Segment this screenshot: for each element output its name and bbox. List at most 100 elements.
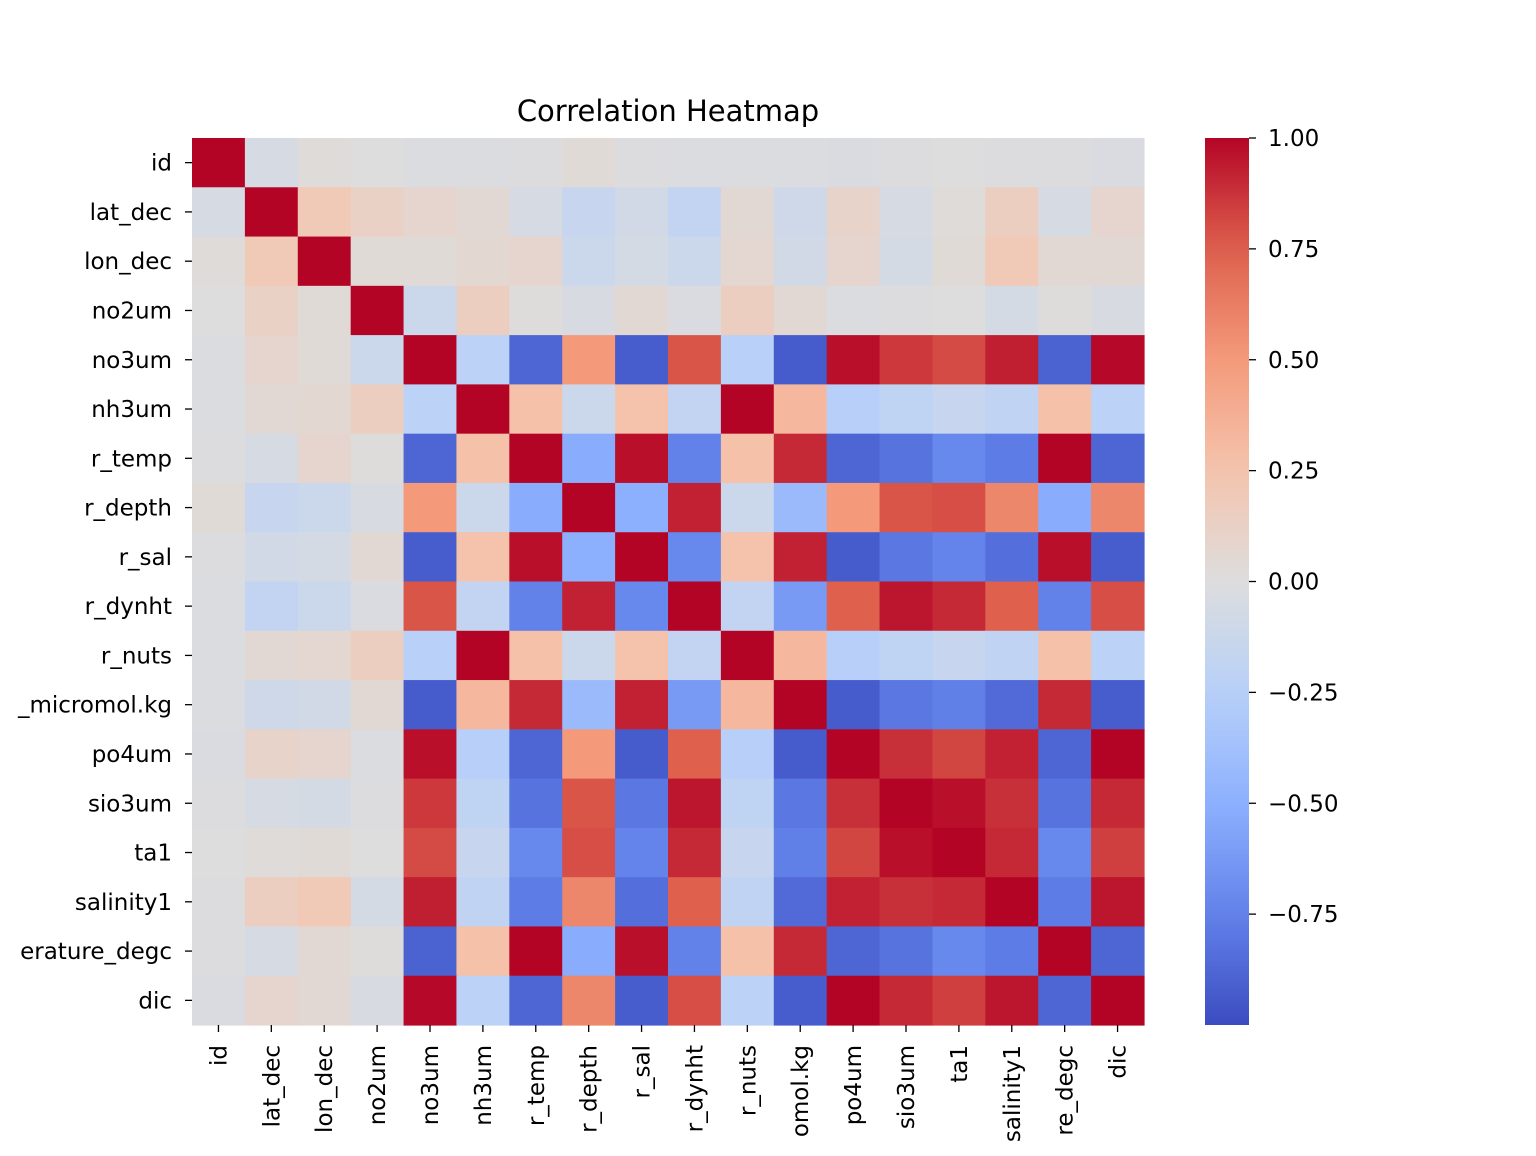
heatmap-cell <box>932 778 986 829</box>
heatmap-cell <box>879 236 934 287</box>
heatmap-cell <box>615 926 669 977</box>
heatmap-cell <box>1038 236 1092 287</box>
heatmap-cell <box>1038 285 1092 336</box>
heatmap-cell <box>297 680 352 730</box>
colorbar-tick-label: −0.50 <box>1268 791 1338 817</box>
heatmap-cell <box>826 877 881 928</box>
heatmap-cell <box>879 877 934 928</box>
heatmap-cell <box>244 630 299 681</box>
heatmap-cell <box>668 433 722 484</box>
colorbar-tick-label: 0.50 <box>1268 348 1319 374</box>
colorbar-tick-label: −0.25 <box>1268 680 1338 706</box>
heatmap-cell <box>456 285 510 336</box>
heatmap-cell <box>773 187 828 238</box>
heatmap-cell <box>826 581 881 632</box>
heatmap-cell <box>826 433 881 484</box>
heatmap-cell <box>350 384 405 435</box>
heatmap-cell <box>192 581 246 632</box>
heatmap-cell <box>509 285 563 336</box>
heatmap-cell <box>668 335 722 385</box>
heatmap-cell <box>720 335 775 385</box>
heatmap-cell <box>562 187 616 238</box>
heatmap-cell <box>192 926 246 977</box>
heatmap-cell <box>1091 482 1145 533</box>
heatmap-cell <box>1038 433 1092 484</box>
heatmap-cell <box>403 285 458 336</box>
heatmap-cell <box>350 138 405 188</box>
heatmap-cell <box>509 532 563 583</box>
heatmap-cell <box>720 236 775 287</box>
heatmap-cell <box>456 335 510 385</box>
heatmap-cell <box>668 926 722 977</box>
heatmap-cell <box>826 778 881 829</box>
heatmap-cell <box>456 926 510 977</box>
heatmap-cell <box>509 729 563 780</box>
heatmap-cell <box>1038 384 1092 435</box>
heatmap-cell <box>1091 138 1145 188</box>
heatmap-cell <box>615 187 669 238</box>
heatmap-cell <box>879 630 934 681</box>
heatmap-cell <box>773 778 828 829</box>
heatmap-cell <box>350 877 405 928</box>
x-tick-label: dic <box>1106 1045 1132 1079</box>
heatmap-cell <box>562 581 616 632</box>
heatmap-cell <box>615 285 669 336</box>
heatmap-cell <box>668 482 722 533</box>
heatmap-cell <box>1038 680 1092 730</box>
heatmap-cell <box>297 285 352 336</box>
y-tick-label: r_temp <box>91 446 172 472</box>
heatmap-cell <box>297 532 352 583</box>
y-tick-label: sio3um <box>88 791 172 817</box>
heatmap-cell <box>297 877 352 928</box>
x-tick-label: sio3um <box>894 1045 920 1129</box>
x-tick-label: r_dynht <box>682 1045 708 1132</box>
heatmap-cell <box>1038 630 1092 681</box>
heatmap-cell <box>509 236 563 287</box>
heatmap-cell <box>668 384 722 435</box>
heatmap-cell <box>350 482 405 533</box>
heatmap-cell <box>244 236 299 287</box>
heatmap-cell <box>720 975 775 1026</box>
heatmap-cell <box>668 729 722 780</box>
heatmap-cell <box>720 877 775 928</box>
heatmap-cell <box>826 384 881 435</box>
heatmap-cell <box>350 187 405 238</box>
heatmap-cell <box>932 975 986 1026</box>
x-tick-label: ta1 <box>947 1045 973 1083</box>
heatmap-cell <box>456 581 510 632</box>
heatmap-cell <box>773 532 828 583</box>
heatmap-cell <box>985 482 1039 533</box>
heatmap-cell <box>456 975 510 1026</box>
heatmap-cell <box>773 827 828 878</box>
heatmap-cell <box>720 433 775 484</box>
heatmap-cell <box>985 630 1039 681</box>
heatmap-cell <box>932 630 986 681</box>
heatmap-cell <box>720 680 775 730</box>
heatmap-cell <box>562 433 616 484</box>
heatmap-cell <box>562 138 616 188</box>
heatmap-cell <box>932 236 986 287</box>
heatmap-cell <box>1091 926 1145 977</box>
heatmap-cell <box>615 335 669 385</box>
colorbar: 1.00 0.75 0.50 0.25 0.00 −0.25 −0.50 −0.75 <box>1205 126 1338 1025</box>
heatmap-cell <box>615 384 669 435</box>
heatmap-cell <box>1091 729 1145 780</box>
heatmap-cell <box>985 187 1039 238</box>
heatmap-cell <box>668 877 722 928</box>
heatmap-cell <box>244 482 299 533</box>
heatmap-cell <box>879 581 934 632</box>
heatmap-cell <box>350 630 405 681</box>
heatmap-cell <box>985 680 1039 730</box>
heatmap-cell <box>879 729 934 780</box>
heatmap-cell <box>932 335 986 385</box>
heatmap-cell <box>1091 236 1145 287</box>
heatmap-cell <box>1091 433 1145 484</box>
heatmap-cell <box>562 827 616 878</box>
heatmap-cell <box>985 975 1039 1026</box>
heatmap-cell <box>562 926 616 977</box>
x-tick-label: salinity1 <box>1000 1045 1026 1142</box>
heatmap-cell <box>932 581 986 632</box>
heatmap-cell <box>720 285 775 336</box>
